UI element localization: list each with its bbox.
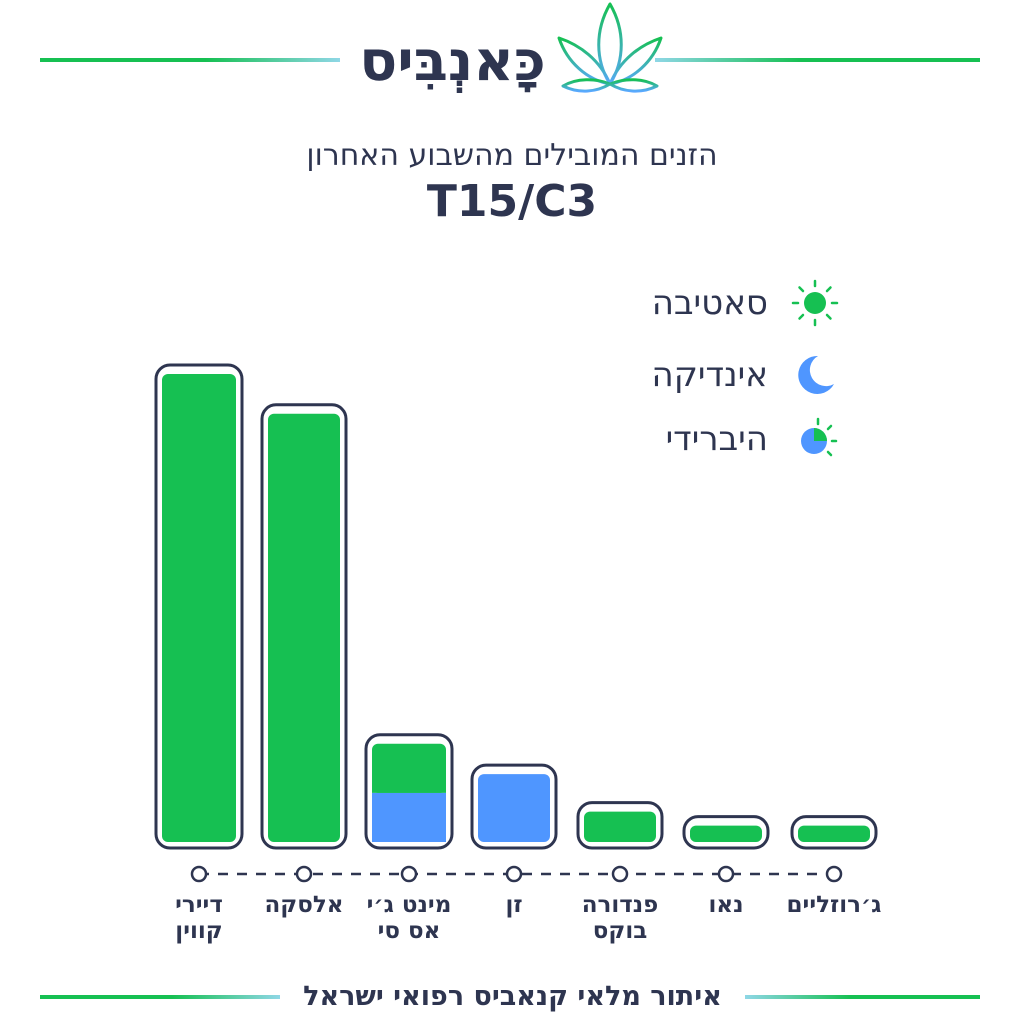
bar-sativa (372, 743, 446, 793)
x-tick-label: פנדורה בוקס (581, 892, 659, 944)
brand-logo-text: כָּאנְבִּיס (359, 29, 546, 94)
legend-item-hybrid: היברידי (560, 414, 840, 464)
bar-sativa (690, 825, 762, 842)
x-tick-label: דיירי קווין (175, 892, 223, 944)
axis-tick-marker (400, 865, 418, 883)
hybrid-icon (801, 417, 838, 457)
footer-caption: איתור מלאי קנאביס רפואי ישראל (303, 981, 722, 1012)
axis-tick-marker (611, 865, 629, 883)
bar-sativa (798, 825, 870, 842)
legend-label-sativa: סאטיבה (651, 283, 768, 323)
legend-item-sativa: סאטיבה (560, 278, 840, 328)
axis-tick-marker (505, 865, 523, 883)
footer-divider-right (745, 995, 980, 999)
bar-sativa (162, 374, 236, 842)
legend-item-indica: אינדיקה (560, 350, 840, 400)
axis-tick-marker (717, 865, 735, 883)
chart-title: T15/C3 (426, 176, 598, 227)
axis-tick-marker (825, 865, 843, 883)
axis-tick-marker (295, 865, 313, 883)
x-tick-label: נאו (708, 892, 744, 918)
cannabis-leaf-icon (557, 2, 663, 102)
x-tick-label: אלסקה (264, 892, 344, 918)
bar-indica (372, 792, 446, 842)
x-tick-label: זן (505, 892, 523, 918)
logo-divider-right (655, 58, 980, 62)
legend-label-hybrid: היברידי (665, 419, 768, 459)
axis-tick-marker (190, 865, 208, 883)
sun-icon (791, 279, 839, 327)
bar-sativa-join (372, 784, 446, 793)
legend-label-indica: אינדיקה (651, 355, 768, 395)
chart-subtitle: הזנים המובילים מהשבוע האחרון (306, 138, 718, 173)
x-tick-label: מינט ג׳י אס סי (366, 892, 452, 944)
footer-divider-left (40, 995, 280, 999)
bar-indica (478, 774, 550, 842)
x-tick-label: ג׳רוזליים (786, 892, 882, 918)
bar-sativa (268, 413, 340, 842)
bar-sativa (584, 811, 656, 842)
logo-divider-left (40, 58, 340, 62)
moon-icon (798, 355, 834, 394)
